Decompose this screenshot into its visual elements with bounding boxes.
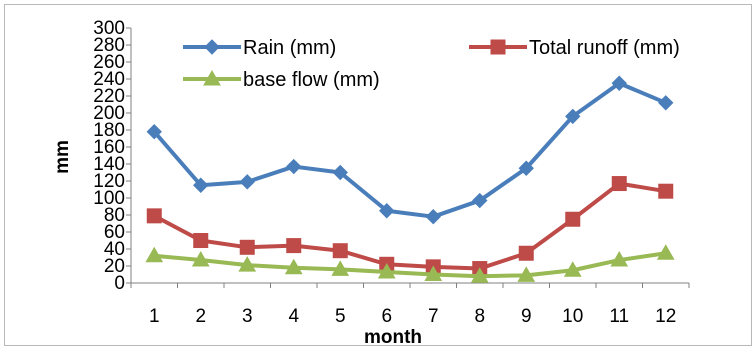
x-tick-label: 3 bbox=[242, 306, 253, 327]
series-2-point bbox=[658, 183, 674, 199]
series-2-point bbox=[565, 211, 581, 227]
series-1-point bbox=[239, 174, 255, 190]
series-1-point bbox=[379, 203, 395, 219]
y-tick-label: 300 bbox=[93, 18, 125, 39]
series-1-point bbox=[611, 75, 627, 91]
series-3-point bbox=[470, 267, 489, 283]
x-tick-label: 10 bbox=[562, 306, 583, 327]
y-tick-label: 120 bbox=[93, 171, 125, 192]
x-tick-label: 11 bbox=[609, 306, 629, 327]
y-tick-label: 100 bbox=[93, 188, 125, 209]
y-tick-label: 60 bbox=[104, 222, 125, 243]
series-2-point bbox=[332, 243, 348, 259]
y-tick-label: 160 bbox=[93, 137, 125, 158]
series-2-point bbox=[611, 176, 627, 192]
y-tick-label: 40 bbox=[104, 239, 125, 260]
series-1-point bbox=[146, 123, 162, 140]
series-2-point bbox=[518, 245, 534, 261]
series-line-3 bbox=[154, 251, 667, 279]
chart-area bbox=[4, 4, 752, 346]
series-3-point bbox=[610, 251, 629, 267]
x-tick-label: 9 bbox=[521, 306, 532, 327]
legend-marker-1 bbox=[204, 39, 220, 55]
series-3-point bbox=[145, 246, 164, 263]
x-tick-label: 5 bbox=[335, 306, 346, 327]
series-3-point bbox=[377, 262, 396, 279]
series-3-point bbox=[284, 258, 303, 275]
x-axis-title: month bbox=[364, 327, 422, 348]
x-tick-label: 8 bbox=[474, 306, 485, 327]
x-tick-label: 2 bbox=[195, 306, 206, 327]
legend-marker-3 bbox=[203, 69, 221, 86]
series-line-1 bbox=[152, 81, 667, 219]
y-tick-label: 220 bbox=[93, 86, 125, 107]
series-2-point bbox=[146, 208, 162, 224]
series-1-point bbox=[425, 208, 441, 225]
x-tick-label: 6 bbox=[381, 306, 392, 327]
y-tick-label: 260 bbox=[93, 52, 125, 73]
series-3-point bbox=[238, 256, 257, 272]
y-tick-label: 180 bbox=[93, 120, 125, 141]
x-tick-label: 1 bbox=[149, 306, 160, 327]
series-3-point bbox=[517, 266, 536, 282]
series-1-point bbox=[332, 164, 348, 181]
series-3-point bbox=[563, 261, 582, 277]
series-3-point bbox=[424, 265, 443, 281]
y-tick-label: 0 bbox=[114, 273, 125, 294]
x-tick-label: 7 bbox=[428, 306, 439, 327]
series-1-point bbox=[518, 160, 534, 176]
series-2-point bbox=[193, 233, 209, 248]
series-1-point bbox=[472, 192, 488, 209]
legend-label-2: Total runoff (mm) bbox=[529, 37, 680, 59]
series-3-point bbox=[656, 244, 675, 260]
legend-label-1: Rain (mm) bbox=[243, 37, 336, 59]
series-3-point bbox=[331, 260, 350, 276]
series-3-point bbox=[191, 251, 210, 267]
series-line-2 bbox=[153, 181, 667, 271]
series-2-point bbox=[239, 239, 255, 255]
y-tick-label: 20 bbox=[104, 256, 125, 277]
series-1-point bbox=[193, 177, 209, 193]
y-tick-label: 280 bbox=[93, 35, 125, 56]
x-tick-label: 12 bbox=[655, 306, 676, 327]
series-2-point bbox=[286, 238, 302, 254]
y-tick-label: 140 bbox=[93, 154, 125, 175]
series-1-point bbox=[565, 108, 581, 125]
y-axis-title: mm bbox=[52, 140, 73, 174]
series-1-point bbox=[286, 158, 302, 175]
y-tick-label: 240 bbox=[93, 69, 125, 90]
y-tick-label: 80 bbox=[104, 205, 125, 226]
legend-label-3: base flow (mm) bbox=[243, 69, 380, 91]
x-tick-label: 4 bbox=[288, 306, 299, 327]
y-tick-label: 200 bbox=[93, 103, 125, 124]
legend-marker-2 bbox=[490, 39, 506, 55]
series-1-point bbox=[658, 95, 674, 111]
